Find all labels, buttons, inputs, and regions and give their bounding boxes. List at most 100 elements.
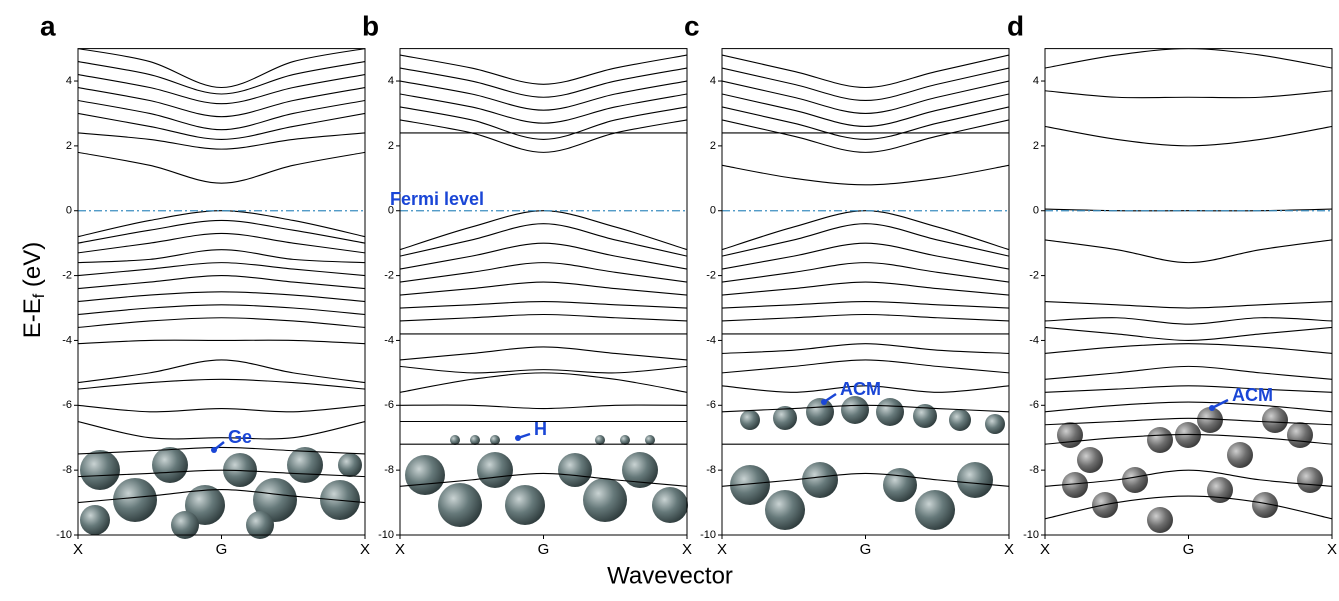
panel-letter: c xyxy=(684,10,700,41)
plot-frame xyxy=(77,48,366,536)
atoms-b xyxy=(405,435,688,527)
band-line xyxy=(400,372,687,393)
annotation: H xyxy=(534,419,547,439)
band-line xyxy=(1045,433,1332,445)
band-line xyxy=(722,106,1009,140)
band-line xyxy=(400,93,687,124)
plot-frame xyxy=(721,48,1010,536)
band-line xyxy=(400,300,687,309)
band-line xyxy=(722,281,1009,296)
band-line xyxy=(400,210,687,251)
y-tick-label: -8 xyxy=(62,464,72,476)
band-line xyxy=(1045,125,1332,147)
x-tick-label: X xyxy=(395,541,405,558)
band-line xyxy=(78,219,365,244)
band-line xyxy=(78,99,365,131)
y-label-sub: f xyxy=(31,293,48,298)
y-axis-label: E-Ef (eV) xyxy=(19,242,48,338)
band-line xyxy=(722,93,1009,127)
panel-letter: a xyxy=(40,10,56,41)
y-tick-label: -8 xyxy=(706,464,716,476)
annotation-arrow-head xyxy=(821,399,827,405)
band-line xyxy=(1045,317,1332,325)
band-line xyxy=(400,365,687,374)
annotation-arrow-head xyxy=(211,447,217,453)
y-tick-label: -10 xyxy=(378,529,394,541)
band-line xyxy=(78,262,365,277)
y-tick-label: -2 xyxy=(1029,269,1039,281)
band-line xyxy=(78,249,365,264)
y-tick-label: -4 xyxy=(384,334,394,346)
x-tick-label: X xyxy=(360,541,370,558)
x-tick-label: X xyxy=(73,541,83,558)
y-tick-label: 4 xyxy=(1033,75,1039,87)
band-line xyxy=(722,67,1009,102)
y-tick-label: 2 xyxy=(1033,140,1039,152)
atoms-c xyxy=(730,396,1005,530)
y-tick-label: -10 xyxy=(56,529,72,541)
band-line xyxy=(78,304,365,316)
band-line xyxy=(722,404,1009,413)
band-line xyxy=(78,359,365,384)
y-tick-label: 0 xyxy=(1033,205,1039,217)
band-line xyxy=(1045,239,1332,264)
band-line xyxy=(400,472,687,487)
band-line xyxy=(78,112,365,140)
panel-letter: b xyxy=(362,10,379,41)
band-line xyxy=(722,359,1009,374)
x-tick-label: G xyxy=(1183,541,1195,558)
band-line xyxy=(722,313,1009,322)
band-line xyxy=(78,469,365,478)
y-label-main: E-E xyxy=(19,298,46,338)
band-line xyxy=(722,164,1009,186)
band-line xyxy=(722,223,1009,257)
y-tick-label: 2 xyxy=(388,140,394,152)
band-line xyxy=(722,300,1009,309)
band-line xyxy=(78,151,365,184)
y-tick-label: -4 xyxy=(706,334,716,346)
y-tick-label: 4 xyxy=(66,75,72,87)
band-line xyxy=(400,119,687,153)
band-line xyxy=(1045,495,1332,520)
band-line xyxy=(722,119,1009,153)
y-tick-label: 0 xyxy=(388,205,394,217)
band-line xyxy=(400,67,687,98)
y-tick-label: 0 xyxy=(66,205,72,217)
y-tick-label: -2 xyxy=(384,269,394,281)
band-line xyxy=(78,48,365,89)
band-line xyxy=(78,61,365,95)
y-tick-label: -10 xyxy=(700,529,716,541)
x-tick-label: X xyxy=(1004,541,1014,558)
band-line xyxy=(400,346,687,361)
band-line xyxy=(1045,300,1332,309)
y-tick-label: 0 xyxy=(710,205,716,217)
band-line xyxy=(78,489,365,504)
band-line xyxy=(78,317,365,329)
annotation: ACM xyxy=(840,379,881,399)
x-tick-label: X xyxy=(1327,541,1337,558)
y-tick-label: -2 xyxy=(706,269,716,281)
band-line xyxy=(722,385,1009,393)
y-tick-label: -8 xyxy=(384,464,394,476)
x-tick-label: G xyxy=(216,541,228,558)
y-tick-label: -2 xyxy=(62,269,72,281)
x-tick-label: X xyxy=(1040,541,1050,558)
band-line xyxy=(722,80,1009,115)
band-line xyxy=(400,223,687,257)
band-line xyxy=(722,343,1009,354)
y-tick-label: -4 xyxy=(1029,334,1039,346)
band-line xyxy=(1045,326,1332,341)
band-line xyxy=(400,262,687,283)
plot-frame xyxy=(399,48,688,536)
band-line xyxy=(1045,90,1332,99)
band-line xyxy=(400,80,687,111)
band-line xyxy=(78,210,365,238)
x-tick-label: G xyxy=(860,541,872,558)
band-line xyxy=(78,378,365,390)
band-line xyxy=(1045,365,1332,380)
band-line xyxy=(400,313,687,322)
band-line xyxy=(722,242,1009,270)
annotation-arrow-head xyxy=(1209,405,1215,411)
band-line xyxy=(1045,401,1332,413)
